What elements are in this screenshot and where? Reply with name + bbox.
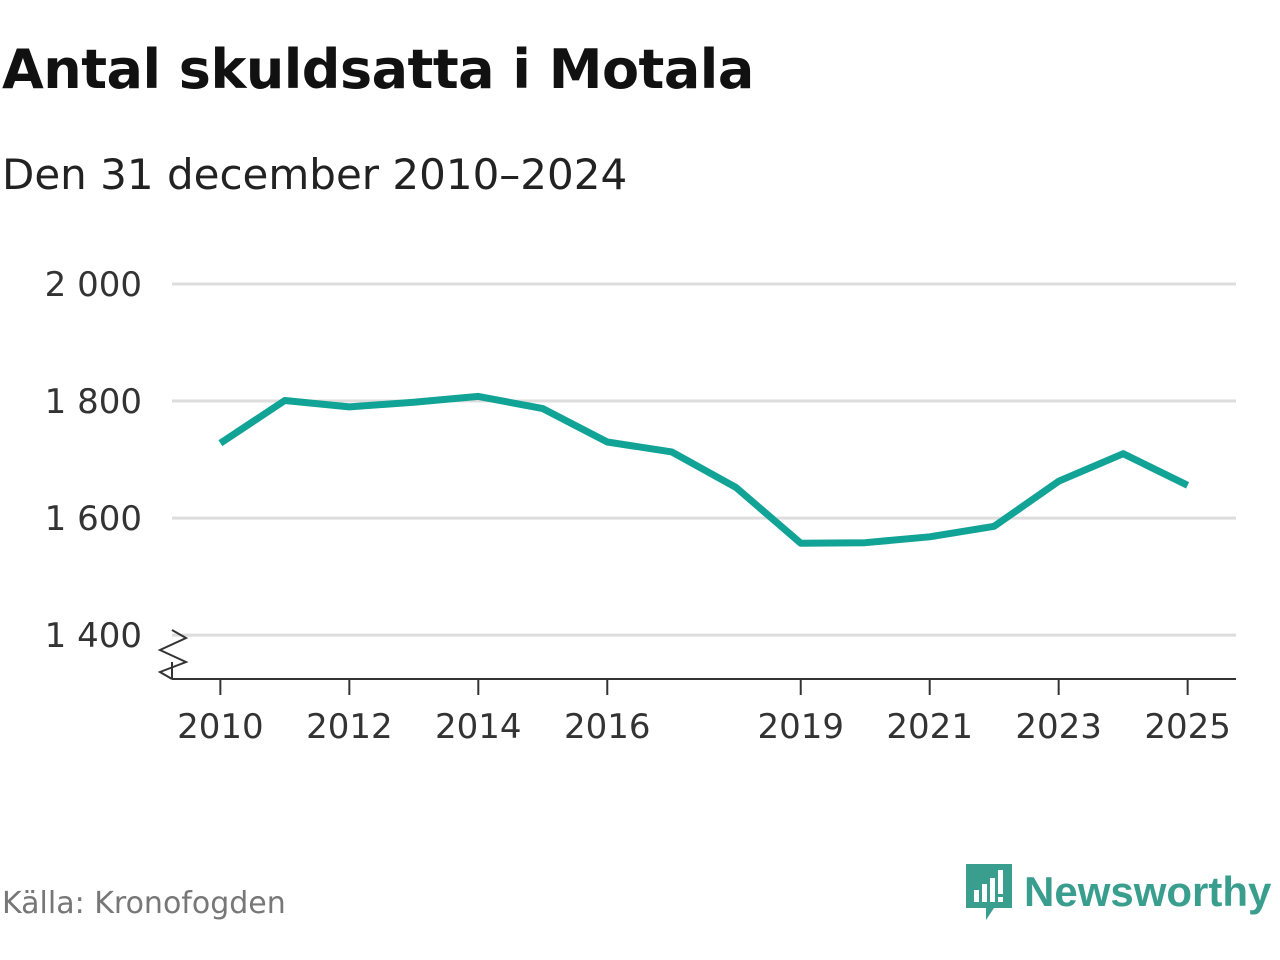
y-tick-label: 2 000	[45, 265, 142, 305]
x-tick-label: 2023	[1015, 707, 1102, 747]
newsworthy-logo-icon	[966, 864, 1012, 920]
x-tick-label: 2019	[757, 707, 844, 747]
x-tick-label: 2021	[886, 707, 973, 747]
y-tick-label: 1 800	[45, 382, 142, 422]
chart-title: Antal skuldsatta i Motala	[2, 38, 754, 101]
x-tick-label: 2014	[435, 707, 522, 747]
source-note: Källa: Kronofogden	[2, 886, 286, 921]
x-tick-label: 2025	[1144, 707, 1231, 747]
chart-subtitle: Den 31 december 2010–2024	[2, 150, 628, 199]
y-tick-label: 1 400	[45, 616, 142, 656]
series-line	[218, 392, 1190, 547]
grid-lines	[172, 282, 1236, 637]
x-tick-label: 2012	[306, 707, 393, 747]
data-series	[218, 392, 1190, 547]
x-tick-label: 2010	[177, 707, 264, 747]
x-tick-label: 2016	[564, 707, 651, 747]
y-tick-label: 1 600	[45, 499, 142, 539]
brand-name: Newsworthy	[1024, 868, 1272, 915]
axes: 1 400 1 600 1 800 2 000 2010 2012 2014 2016 2019…	[45, 265, 1236, 747]
brand-logo: Newsworthy	[964, 862, 1271, 922]
axis-break-icon	[157, 629, 189, 680]
